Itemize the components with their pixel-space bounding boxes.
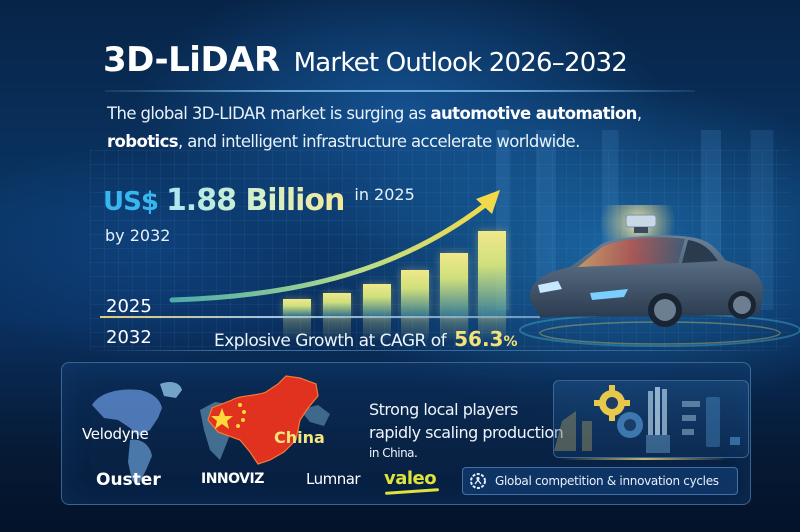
title-divider: [105, 90, 695, 92]
page-title: 3D-LiDAR Market Outlook 2026–2032: [103, 40, 628, 80]
brand-velodyne: Velodyne: [82, 425, 149, 443]
subtitle: The global 3D-LIDAR market is surging as…: [107, 100, 707, 156]
brand-ouster: Ouster: [96, 470, 161, 490]
subtitle-emphasis: robotics: [107, 132, 179, 151]
gear-network-icon: [470, 473, 486, 489]
chart-bar: [401, 270, 429, 316]
bar-reflection: [363, 318, 391, 342]
car-with-lidar-icon: [519, 205, 800, 347]
global-competition-label: Global competition & innovation cycles: [495, 474, 719, 488]
subtitle-text: ,: [636, 104, 642, 123]
subtitle-text: , and intelligent infrastructure acceler…: [177, 132, 580, 151]
section-divider: [90, 350, 790, 351]
bar-reflection: [478, 318, 506, 342]
local-line-3: in China.: [369, 446, 418, 460]
bar-reflection: [440, 318, 468, 342]
global-competition-badge: Global competition & innovation cycles: [462, 467, 738, 495]
region-label-china: China: [274, 428, 325, 447]
glow-accent: [560, 458, 730, 460]
cagr-unit: %: [503, 334, 518, 350]
subtitle-emphasis: automotive automation: [430, 104, 638, 123]
market-value-headline: US$ 1.88 Billion in 2025: [103, 183, 415, 218]
cagr-statement: Explosive Growth at CAGR of 56.3 %: [214, 327, 517, 351]
bar-reflection: [401, 318, 429, 342]
bar-reflection: [283, 318, 311, 342]
chart-bar: [283, 299, 311, 316]
market-value: 1.88 Billion: [165, 183, 345, 218]
cagr-label: Explosive Growth at CAGR of: [214, 331, 447, 351]
axis-start-year: 2025: [106, 296, 152, 317]
brand-valeo: valeo: [384, 468, 437, 489]
title-bold: 3D-LiDAR: [103, 40, 280, 80]
local-line-2: rapidly scaling production: [369, 423, 564, 442]
factory-gears-icon: [554, 385, 740, 453]
chart-bar: [363, 284, 391, 316]
factory-illustration: [553, 380, 749, 458]
local-line-1: Strong local players: [369, 400, 518, 419]
subtitle-text: The global 3D-LIDAR market is surging as: [107, 104, 431, 123]
brand-innoviz: INNOVIZ: [201, 471, 264, 487]
cagr-value: 56.3: [454, 327, 504, 351]
brand-lumnar: Lumnar: [306, 470, 361, 488]
target-year-label: by 2032: [105, 226, 171, 245]
chart-bar: [478, 231, 506, 316]
bar-reflection: [323, 318, 351, 342]
chart-bar: [440, 253, 468, 316]
title-regular: Market Outlook 2026–2032: [293, 48, 628, 78]
currency-label: US$: [103, 187, 159, 217]
local-players-statement: Strong local players rapidly scaling pro…: [369, 397, 564, 462]
value-year: in 2025: [354, 185, 415, 204]
chart-baseline: [100, 316, 540, 318]
axis-end-year: 2032: [106, 327, 152, 348]
chart-bar: [323, 293, 351, 316]
